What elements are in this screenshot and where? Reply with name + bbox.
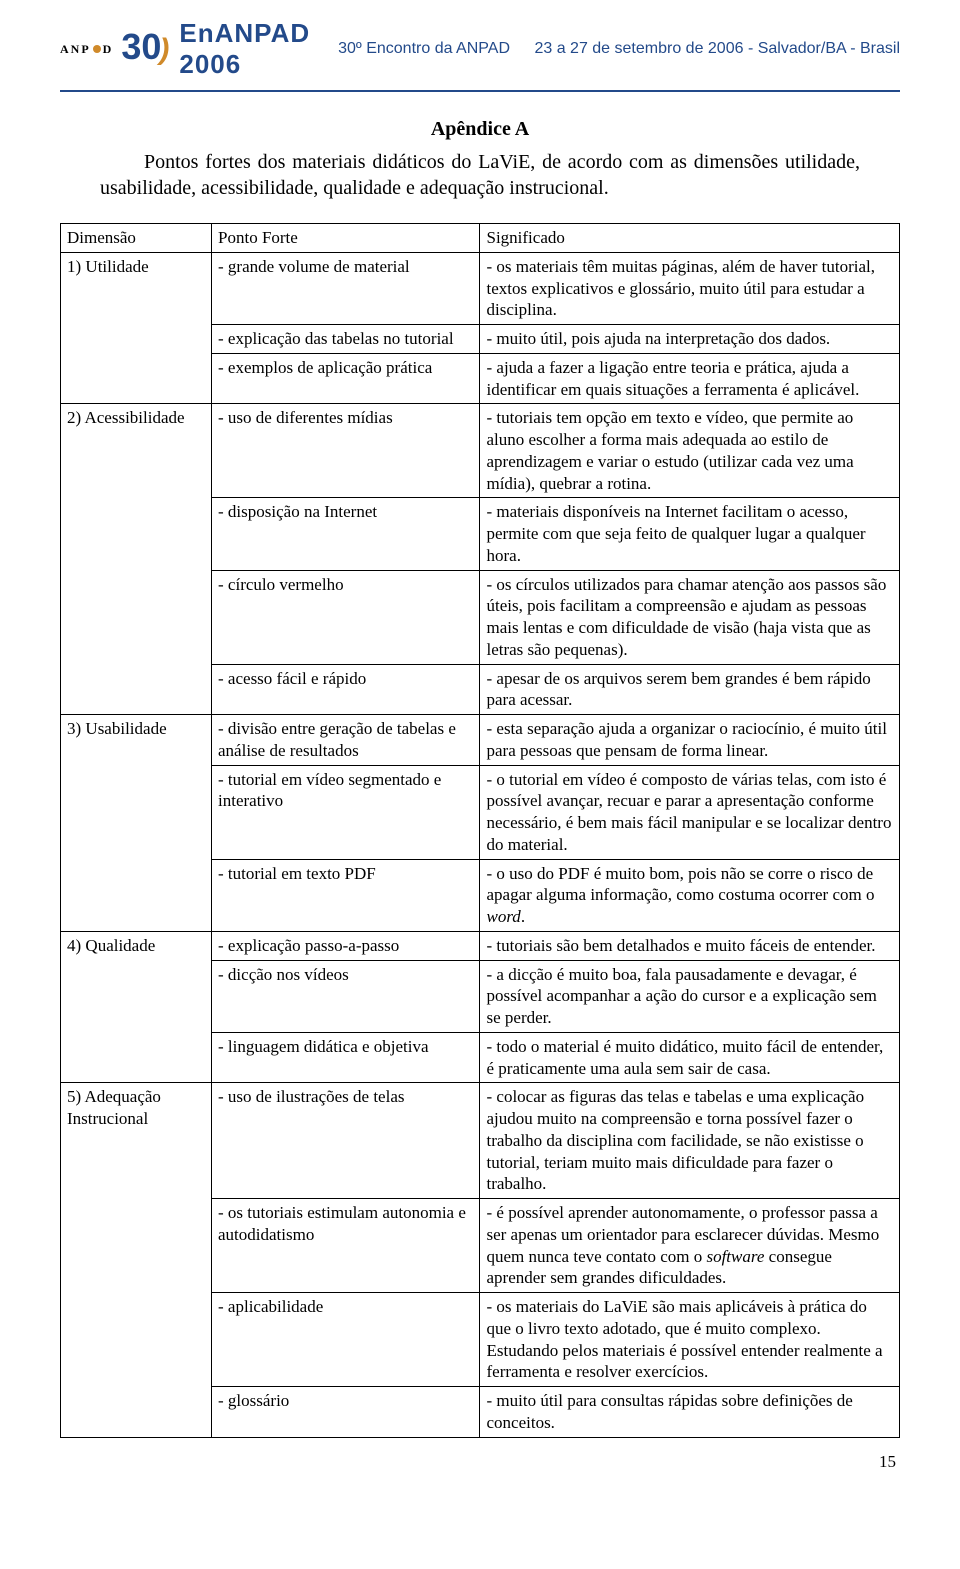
- ponto-forte: - exemplos de aplicação prática: [212, 353, 480, 404]
- table-header-row: Dimensão Ponto Forte Significado: [61, 224, 900, 253]
- significado: - os materiais do LaViE são mais aplicáv…: [480, 1293, 900, 1387]
- table-row: 4) Qualidade - explicação passo-a-passo …: [61, 931, 900, 960]
- sig-italic: word: [486, 907, 520, 926]
- table-row: 3) Usabilidade - divisão entre geração d…: [61, 715, 900, 766]
- ponto-forte: - linguagem didática e objetiva: [212, 1032, 480, 1083]
- significado: - materiais disponíveis na Internet faci…: [480, 498, 900, 570]
- page-number: 15: [60, 1452, 900, 1472]
- ponto-forte: - glossário: [212, 1387, 480, 1438]
- significado: - os materiais têm muitas páginas, além …: [480, 252, 900, 324]
- thirty-logo: 30): [121, 26, 171, 68]
- significado: - a dicção é muito boa, fala pausadament…: [480, 960, 900, 1032]
- significado: - muito útil, pois ajuda na interpretaçã…: [480, 325, 900, 354]
- slash-icon: ): [159, 33, 169, 66]
- significado: - muito útil para consultas rápidas sobr…: [480, 1387, 900, 1438]
- sig-italic: software: [706, 1247, 764, 1266]
- significado: - o uso do PDF é muito bom, pois não se …: [480, 859, 900, 931]
- ponto-forte: - uso de ilustrações de telas: [212, 1083, 480, 1199]
- appendix-title-block: Apêndice A: [60, 118, 900, 141]
- dim-usabilidade: 3) Usabilidade: [61, 715, 212, 932]
- ponto-forte: - uso de diferentes mídias: [212, 404, 480, 498]
- dot-icon: [93, 45, 101, 53]
- ponto-forte: - disposição na Internet: [212, 498, 480, 570]
- table-row: 5) Adequação Instrucional - uso de ilust…: [61, 1083, 900, 1199]
- significado: - os círculos utilizados para chamar ate…: [480, 570, 900, 664]
- significado: - apesar de os arquivos serem bem grande…: [480, 664, 900, 715]
- logo-block: ANP D 30) EnANPAD 2006: [60, 18, 324, 80]
- dim-utilidade: 1) Utilidade: [61, 252, 212, 404]
- table-row: 2) Acessibilidade - uso de diferentes mí…: [61, 404, 900, 498]
- dim-qualidade: 4) Qualidade: [61, 931, 212, 1083]
- subtitle-lead: Pontos fortes dos materiais didáticos do…: [144, 151, 860, 173]
- significado: - todo o material é muito didático, muit…: [480, 1032, 900, 1083]
- event-name: 30º Encontro da ANPAD: [338, 40, 510, 57]
- significado: - tutoriais são bem detalhados e muito f…: [480, 931, 900, 960]
- page: ANP D 30) EnANPAD 2006 30º Encontro da A…: [0, 0, 960, 1512]
- sig-post: .: [521, 907, 525, 926]
- ponto-forte: - explicação das tabelas no tutorial: [212, 325, 480, 354]
- significado: - colocar as figuras das telas e tabelas…: [480, 1083, 900, 1199]
- col-dimensao: Dimensão: [61, 224, 212, 253]
- enanpad-title: EnANPAD 2006: [179, 18, 324, 80]
- ponto-forte: - círculo vermelho: [212, 570, 480, 664]
- table-row: 1) Utilidade - grande volume de material…: [61, 252, 900, 324]
- ponto-forte: - explicação passo-a-passo: [212, 931, 480, 960]
- subtitle-rest: usabilidade, acessibilidade, qualidade e…: [100, 177, 609, 199]
- significado: - esta separação ajuda a organizar o rac…: [480, 715, 900, 766]
- ponto-forte: - acesso fácil e rápido: [212, 664, 480, 715]
- appendix-subtitle: Pontos fortes dos materiais didáticos do…: [100, 149, 860, 201]
- appendix-title: Apêndice A: [60, 118, 900, 141]
- ponto-forte: - tutorial em vídeo segmentado e interat…: [212, 765, 480, 859]
- significado: - tutoriais tem opção em texto e vídeo, …: [480, 404, 900, 498]
- sig-pre: - o uso do PDF é muito bom, pois não se …: [486, 864, 874, 905]
- dim-acessibilidade: 2) Acessibilidade: [61, 404, 212, 715]
- significado: - o tutorial em vídeo é composto de vári…: [480, 765, 900, 859]
- event-dates: 23 a 27 de setembro de 2006 - Salvador/B…: [534, 40, 900, 57]
- col-ponto-forte: Ponto Forte: [212, 224, 480, 253]
- anpad-logo-text: ANP D: [60, 42, 113, 57]
- significado: - é possível aprender autonomamente, o p…: [480, 1199, 900, 1293]
- header-event-info: 30º Encontro da ANPAD 23 a 27 de setembr…: [338, 40, 900, 58]
- ponto-forte: - tutorial em texto PDF: [212, 859, 480, 931]
- significado: - ajuda a fazer a ligação entre teoria e…: [480, 353, 900, 404]
- thirty-num: 30: [121, 26, 161, 67]
- ponto-forte: - dicção nos vídeos: [212, 960, 480, 1032]
- col-significado: Significado: [480, 224, 900, 253]
- ponto-forte: - aplicabilidade: [212, 1293, 480, 1387]
- anpad-pre: ANP: [60, 42, 91, 57]
- page-header: ANP D 30) EnANPAD 2006 30º Encontro da A…: [60, 0, 900, 90]
- header-rule: [60, 90, 900, 92]
- anpad-post: D: [103, 42, 114, 57]
- ponto-forte: - os tutoriais estimulam autonomia e aut…: [212, 1199, 480, 1293]
- dim-adequacao: 5) Adequação Instrucional: [61, 1083, 212, 1437]
- pontos-fortes-table: Dimensão Ponto Forte Significado 1) Util…: [60, 223, 900, 1438]
- ponto-forte: - grande volume de material: [212, 252, 480, 324]
- ponto-forte: - divisão entre geração de tabelas e aná…: [212, 715, 480, 766]
